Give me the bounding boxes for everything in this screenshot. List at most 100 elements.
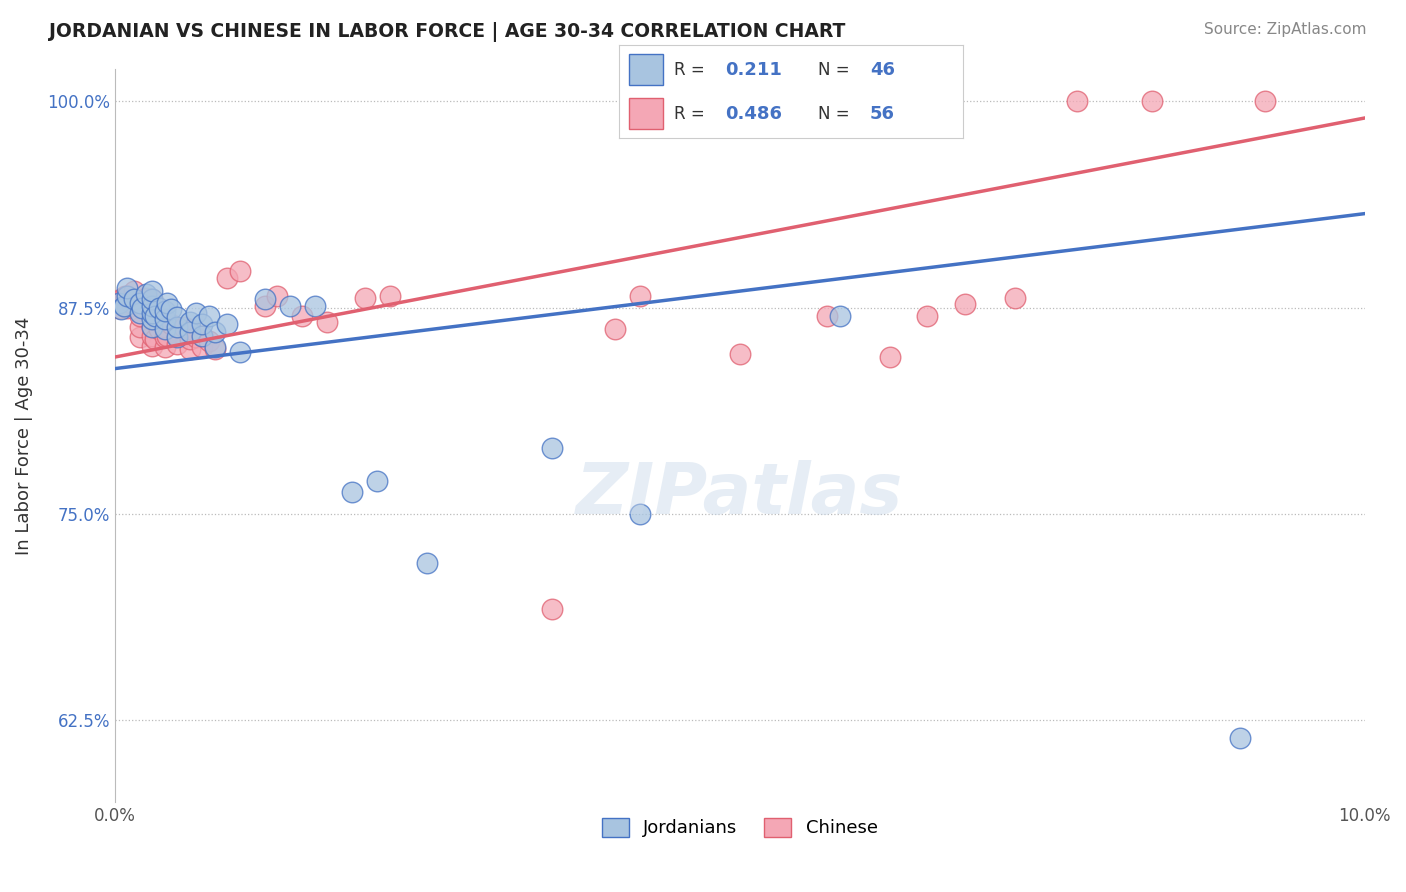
Point bbox=[204, 342, 226, 356]
Point bbox=[120, 295, 142, 310]
Point bbox=[184, 330, 207, 344]
Point bbox=[141, 293, 163, 307]
Text: 0.211: 0.211 bbox=[725, 61, 782, 78]
Point bbox=[143, 309, 166, 323]
Point bbox=[156, 295, 179, 310]
Point bbox=[179, 322, 201, 336]
Point bbox=[128, 320, 150, 334]
Point bbox=[117, 289, 139, 303]
Legend: Jordanians, Chinese: Jordanians, Chinese bbox=[595, 811, 886, 845]
Point bbox=[253, 299, 276, 313]
Point bbox=[166, 328, 188, 343]
Point bbox=[114, 289, 136, 303]
Point bbox=[1004, 291, 1026, 305]
Point bbox=[184, 305, 207, 319]
Point bbox=[266, 289, 288, 303]
Point bbox=[366, 474, 388, 488]
Point bbox=[603, 322, 626, 336]
Point bbox=[141, 320, 163, 334]
Text: N =: N = bbox=[818, 105, 851, 123]
Text: R =: R = bbox=[673, 61, 704, 78]
Point bbox=[166, 310, 188, 325]
Point bbox=[278, 299, 301, 313]
Point bbox=[141, 312, 163, 326]
Point bbox=[253, 293, 276, 307]
Point bbox=[179, 315, 201, 329]
Point bbox=[143, 332, 166, 346]
Point bbox=[110, 293, 132, 307]
Point bbox=[541, 441, 564, 455]
Point bbox=[628, 507, 651, 521]
Point bbox=[160, 317, 183, 331]
Text: N =: N = bbox=[818, 61, 851, 78]
Point bbox=[197, 309, 219, 323]
Bar bbox=[628, 54, 664, 85]
Point bbox=[166, 337, 188, 351]
Point bbox=[179, 332, 201, 346]
Text: R =: R = bbox=[673, 105, 704, 123]
Point bbox=[1254, 95, 1277, 109]
Point bbox=[179, 342, 201, 356]
Point bbox=[141, 284, 163, 298]
Point bbox=[229, 264, 252, 278]
Point bbox=[191, 328, 214, 343]
Text: Source: ZipAtlas.com: Source: ZipAtlas.com bbox=[1204, 22, 1367, 37]
Point bbox=[342, 485, 364, 500]
Point bbox=[197, 334, 219, 348]
Point bbox=[160, 302, 183, 317]
Point bbox=[879, 350, 901, 364]
Point bbox=[378, 289, 401, 303]
Point bbox=[148, 322, 170, 336]
Point bbox=[117, 301, 139, 315]
Point bbox=[153, 304, 176, 318]
Point bbox=[148, 301, 170, 315]
Point bbox=[117, 281, 139, 295]
Y-axis label: In Labor Force | Age 30-34: In Labor Force | Age 30-34 bbox=[15, 316, 32, 555]
Point bbox=[128, 330, 150, 344]
Point bbox=[304, 299, 326, 313]
Point bbox=[728, 347, 751, 361]
Point bbox=[416, 556, 439, 570]
Point bbox=[153, 320, 176, 334]
Point bbox=[156, 328, 179, 343]
Point bbox=[110, 302, 132, 317]
Point bbox=[217, 271, 239, 285]
Point bbox=[153, 322, 176, 336]
Point bbox=[107, 301, 129, 315]
Point bbox=[828, 309, 851, 323]
Point bbox=[217, 317, 239, 331]
Point bbox=[815, 309, 838, 323]
Point bbox=[117, 289, 139, 303]
Bar bbox=[628, 98, 664, 129]
Text: 0.486: 0.486 bbox=[725, 105, 782, 123]
Point bbox=[229, 345, 252, 359]
Point bbox=[1142, 95, 1164, 109]
Point bbox=[128, 309, 150, 323]
Point bbox=[166, 330, 188, 344]
Point bbox=[191, 328, 214, 343]
Point bbox=[131, 299, 153, 313]
Point bbox=[135, 291, 157, 305]
Point bbox=[179, 326, 201, 340]
Point bbox=[953, 297, 976, 311]
Point bbox=[204, 340, 226, 354]
Point bbox=[353, 291, 375, 305]
Point bbox=[153, 312, 176, 326]
Point bbox=[173, 320, 195, 334]
Point bbox=[915, 309, 938, 323]
Point bbox=[107, 295, 129, 310]
Point bbox=[128, 305, 150, 319]
Point bbox=[141, 328, 163, 343]
Point bbox=[141, 293, 163, 307]
Point bbox=[141, 299, 163, 313]
Point bbox=[191, 317, 214, 331]
Point bbox=[128, 295, 150, 310]
Point bbox=[153, 330, 176, 344]
Point bbox=[1066, 95, 1088, 109]
Text: 46: 46 bbox=[870, 61, 896, 78]
Point bbox=[204, 326, 226, 340]
Text: JORDANIAN VS CHINESE IN LABOR FORCE | AGE 30-34 CORRELATION CHART: JORDANIAN VS CHINESE IN LABOR FORCE | AG… bbox=[49, 22, 845, 42]
Point bbox=[166, 320, 188, 334]
Point bbox=[628, 289, 651, 303]
Point bbox=[112, 299, 135, 313]
